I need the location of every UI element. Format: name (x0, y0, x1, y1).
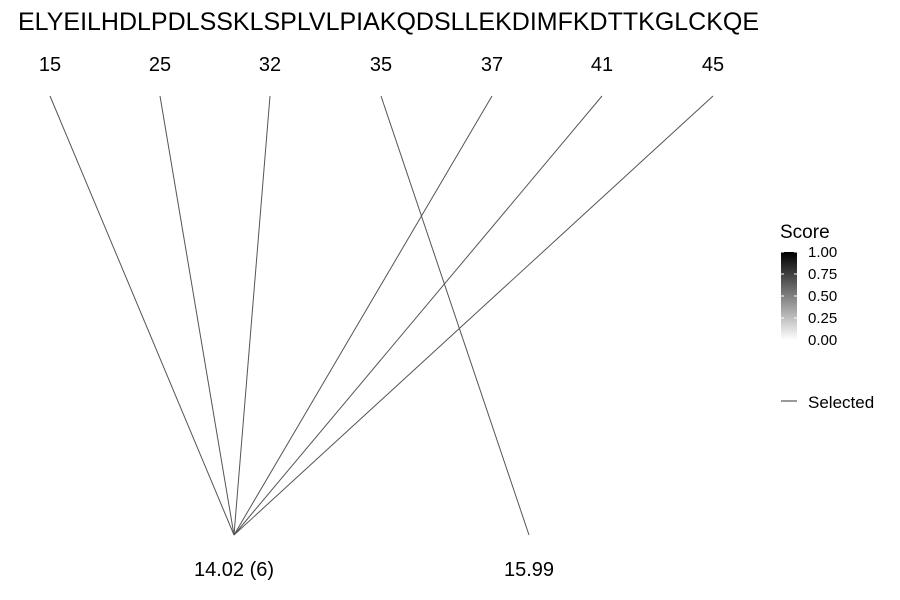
bottom-tick-label: 14.02 (6) (194, 559, 274, 581)
connection-lines (49, 95, 714, 536)
connection-line (380, 95, 530, 536)
top-tick-label: 15 (39, 54, 61, 76)
connection-line (233, 95, 603, 536)
top-tick-label: 32 (259, 54, 281, 76)
connection-line (233, 95, 493, 536)
bottom-tick-label: 15.99 (504, 559, 554, 581)
legend: Score 1.00 0.75 0.50 0.25 0.00 Selected (780, 222, 874, 412)
connection-line (159, 95, 235, 536)
score-colorbar (781, 252, 797, 340)
colorbar-tick-label: 0.25 (808, 310, 837, 327)
colorbar-tick-label: 1.00 (808, 244, 837, 261)
colorbar-tick-label: 0.50 (808, 288, 837, 305)
colorbar-ticks: 1.00 0.75 0.50 0.25 0.00 (781, 244, 837, 349)
legend-title: Score (780, 222, 830, 243)
top-axis-labels: 15 25 32 35 37 41 45 (39, 54, 724, 76)
top-tick-label: 37 (481, 54, 503, 76)
connection-line (233, 95, 271, 536)
connection-line (49, 95, 235, 536)
top-tick-label: 41 (591, 54, 613, 76)
selected-key-label: Selected (808, 393, 874, 412)
colorbar-tick-label: 0.00 (808, 332, 837, 349)
top-tick-label: 25 (149, 54, 171, 76)
bottom-axis-labels: 14.02 (6) 15.99 (194, 559, 554, 581)
peptide-sequence: ELYEILHDLPDLSSKLSPLVLPIAKQDSLLEKDIMFKDTT… (18, 8, 759, 36)
colorbar-tick-label: 0.75 (808, 266, 837, 283)
top-tick-label: 35 (370, 54, 392, 76)
connection-line (233, 95, 714, 536)
top-tick-label: 45 (702, 54, 724, 76)
